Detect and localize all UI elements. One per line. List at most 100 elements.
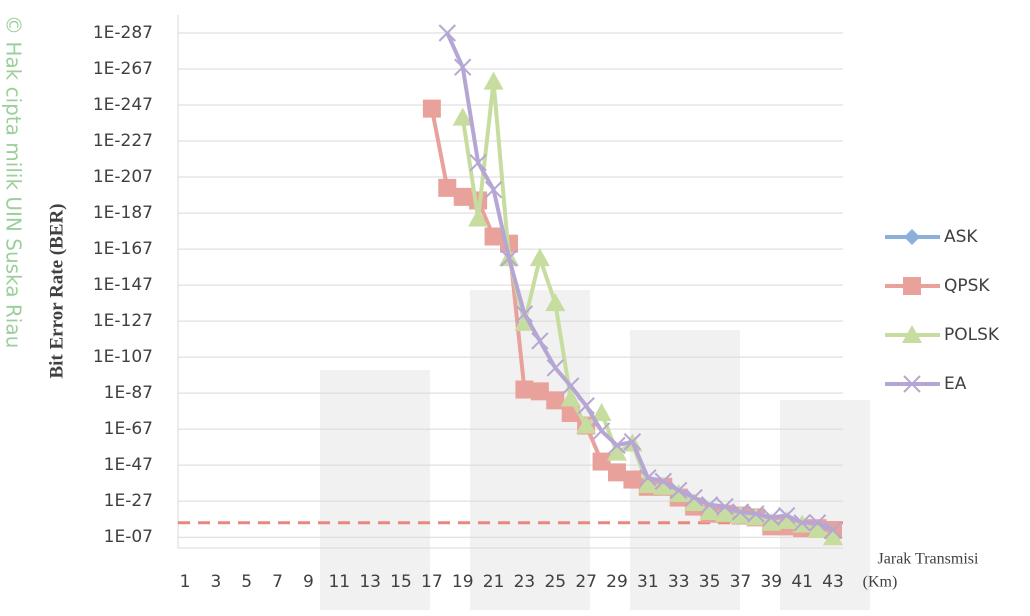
y-tick-label: 1E-207 [93,167,153,187]
y-tick-label: 1E-227 [93,131,153,151]
x-tick-label: 17 [421,572,443,592]
marker [639,469,657,487]
marker [592,452,611,471]
marker [608,436,626,455]
marker [483,71,504,90]
y-tick-label: 1E-67 [104,419,153,439]
marker [560,388,581,407]
x-tick-label: 15 [390,572,412,592]
y-tick-label: 1E-167 [93,239,153,259]
marker [453,187,472,206]
legend-label: POLSK [944,325,1000,345]
marker [515,380,534,399]
legend-label: ASK [944,227,978,247]
x-tick-label: 27 [575,572,597,592]
x-axis-title-unit: (Km) [863,574,898,591]
x-tick-label: 29 [606,572,628,592]
x-tick-label: 31 [637,572,659,592]
marker [808,514,827,532]
x-tick-label: 25 [544,572,566,592]
x-tick-label: 23 [514,572,536,592]
x-tick-label: 1 [180,572,191,592]
marker [823,527,843,546]
legend-label: QPSK [944,276,990,296]
marker [715,503,735,522]
marker [562,377,580,395]
marker [807,519,828,538]
x-tick-label: 39 [760,572,782,592]
y-tick-label: 1E-187 [93,203,153,223]
marker [577,397,595,415]
marker [438,178,457,197]
marker [903,277,921,295]
y-tick-label: 1E-107 [93,347,153,367]
y-tick-label: 1E-27 [104,491,153,511]
marker [623,433,642,451]
marker [591,402,612,421]
marker [730,505,751,524]
x-tick-label: 37 [730,572,752,592]
marker [422,99,441,118]
y-tick-label: 1E-267 [93,59,153,79]
marker [653,476,674,495]
y-tick-label: 1E-47 [104,455,153,475]
x-tick-label: 43 [822,572,844,592]
watermark: © Hak cipta milik UIN Suska Riau [2,15,26,348]
marker [545,293,566,312]
marker [776,510,797,529]
x-tick-label: 35 [699,572,721,592]
marker [654,472,672,491]
marker [731,503,750,521]
x-tick-label: 13 [359,572,381,592]
marker [608,463,626,482]
marker [452,107,473,126]
marker [531,332,549,350]
x-tick-label: 11 [328,572,350,592]
x-tick-label: 19 [452,572,474,592]
y-tick-label: 1E-287 [93,23,153,43]
y-tick-label: 1E-07 [104,527,153,547]
marker [824,521,842,539]
marker [670,481,688,500]
marker [438,24,456,42]
y-tick-label: 1E-147 [93,275,153,295]
marker [637,474,658,493]
y-axis-title: Bit Error Rate (BER) [46,203,67,378]
x-tick-label: 9 [303,572,314,592]
x-tick-label: 7 [272,572,283,592]
marker [700,496,719,514]
marker [546,391,565,410]
marker [529,248,550,267]
x-tick-label: 5 [241,572,252,592]
marker [484,180,503,199]
marker [530,382,549,401]
x-tick-label: 41 [791,572,813,592]
x-tick-label: 33 [668,572,690,592]
series-line [445,32,834,532]
marker [778,506,796,525]
marker [685,488,703,507]
marker [699,501,720,520]
marker [468,208,489,227]
watermark-logo [320,290,870,610]
marker [576,415,597,434]
marker [762,508,780,527]
marker [747,505,765,523]
marker [793,514,811,532]
marker [684,492,705,511]
marker [902,325,922,343]
marker [592,422,611,440]
marker [469,153,487,172]
marker [716,497,734,516]
y-tick-label: 1E-247 [93,95,153,115]
marker [623,470,642,489]
marker [903,375,921,393]
marker [904,229,920,245]
y-tick-label: 1E-87 [104,383,153,403]
marker [515,305,534,323]
marker [500,249,518,267]
x-axis-title: Jarak Transmisi [878,551,979,568]
marker [484,227,503,246]
marker [454,58,472,76]
